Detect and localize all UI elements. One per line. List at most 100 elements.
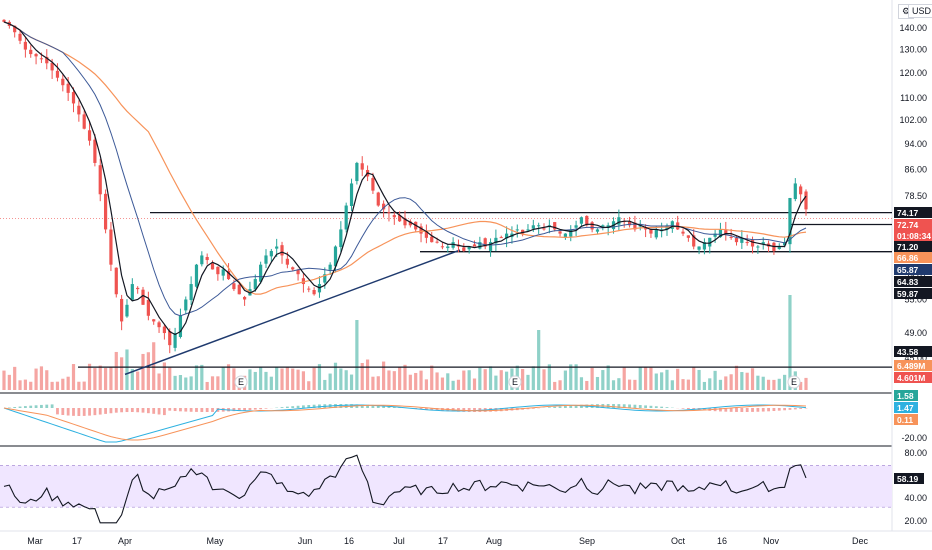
candle-body xyxy=(392,215,396,218)
macd-histogram-bar xyxy=(152,408,156,414)
macd-histogram-bar xyxy=(580,404,583,408)
candle-body xyxy=(168,331,172,346)
candle-body xyxy=(488,242,493,251)
volume-bar xyxy=(344,370,348,390)
macd-tag xyxy=(894,402,918,413)
volume-bar xyxy=(414,372,418,390)
macd-histogram-bar xyxy=(29,405,33,408)
price-tag xyxy=(894,360,932,371)
volume-bar xyxy=(638,366,642,390)
macd-histogram-bar xyxy=(104,408,107,414)
macd-histogram-bar xyxy=(371,405,375,408)
price-tick-label: 78.50 xyxy=(904,191,927,201)
candle-body xyxy=(403,218,407,226)
currency-button[interactable]: USD xyxy=(908,4,932,18)
volume-bar xyxy=(184,377,188,390)
candle-body xyxy=(756,246,760,248)
candle-body xyxy=(243,296,247,300)
macd-histogram-bar xyxy=(312,404,316,408)
macd-histogram-bar xyxy=(40,404,43,408)
candle-body xyxy=(296,269,300,275)
price-tag xyxy=(894,372,932,383)
volume-bar xyxy=(713,370,717,390)
volume-bar xyxy=(440,377,445,390)
candle-body xyxy=(173,333,177,348)
macd-histogram-bar xyxy=(424,408,428,410)
macd-histogram-bar xyxy=(494,408,498,412)
time-tick-label: Aug xyxy=(486,536,502,546)
macd-tag xyxy=(894,390,918,401)
earnings-marker xyxy=(787,375,801,389)
volume-bar xyxy=(269,376,273,390)
price-tag-label: 59.87 xyxy=(897,289,919,299)
candle-body xyxy=(542,228,546,230)
macd-histogram-bar xyxy=(558,406,562,408)
candle-body xyxy=(71,92,76,104)
candle-body xyxy=(478,242,482,249)
macd-histogram-bar xyxy=(211,408,214,412)
time-axis[interactable]: Mar 17 Apr May Jun 16 Jul 17 Aug Sep Oct 16 Nov Dec xyxy=(27,536,868,546)
candle-body xyxy=(440,246,445,248)
macd-histogram-bar xyxy=(547,407,551,408)
candle-body xyxy=(376,192,380,206)
time-tick-label: Nov xyxy=(763,536,780,546)
volume-bar xyxy=(398,366,402,390)
candle-body xyxy=(713,233,717,237)
volume-bar xyxy=(61,378,65,390)
macd-histogram-bar xyxy=(703,408,706,411)
macd-tick-label: -20.00 xyxy=(901,433,927,443)
macd-histogram-bar xyxy=(686,408,690,410)
volume-bar xyxy=(766,379,771,390)
macd-histogram-bar xyxy=(157,408,161,415)
rsi-pane xyxy=(0,454,892,524)
earnings-marker-label: E xyxy=(512,377,518,387)
volume-bar xyxy=(633,379,637,390)
price-axis[interactable]: 140.00 130.00 120.00 110.00 102.00 94.00 86.00… xyxy=(894,23,932,526)
volume-bar xyxy=(537,330,541,390)
volume-bar xyxy=(804,377,808,390)
candle-body xyxy=(563,233,567,238)
volume-bar xyxy=(585,380,589,390)
time-tick-label: 17 xyxy=(72,536,82,546)
volume-bar xyxy=(777,378,781,390)
volume-bar xyxy=(729,374,733,390)
candle-body xyxy=(23,41,27,50)
volume-bar xyxy=(681,379,685,390)
volume-bar xyxy=(649,367,653,390)
volume-bar xyxy=(708,378,712,390)
price-tag xyxy=(894,219,932,230)
volume-bar xyxy=(333,362,338,390)
price-tick-label: 110.00 xyxy=(900,93,927,103)
candle-body xyxy=(638,225,642,227)
volume-bar xyxy=(264,371,268,390)
candle-body xyxy=(617,217,621,225)
candle-body xyxy=(259,264,263,282)
volume-bar xyxy=(259,367,263,390)
volume-bar xyxy=(2,370,6,390)
time-tick-label: Mar xyxy=(27,536,43,546)
candle-body xyxy=(531,225,535,229)
macd-histogram-bar xyxy=(216,408,220,412)
candle-body xyxy=(804,191,808,210)
volume-bar xyxy=(130,368,134,390)
moving-averages xyxy=(3,21,807,336)
volume-bar xyxy=(392,371,396,390)
macd-histogram-bar xyxy=(772,408,776,412)
candle-body xyxy=(606,225,610,229)
candle-body xyxy=(189,284,193,301)
price-tag xyxy=(894,252,932,263)
candle-body xyxy=(734,238,739,243)
candle-body xyxy=(382,203,386,210)
candle-body xyxy=(253,279,257,290)
macd-histogram-bar xyxy=(526,408,530,410)
volume-bar xyxy=(77,381,81,390)
time-tick-label: 16 xyxy=(344,536,354,546)
macd-histogram-bar xyxy=(665,407,669,408)
candle-body xyxy=(670,221,674,229)
macd-tag-label: 0.11 xyxy=(897,415,913,425)
price-tag-label: 65.87 xyxy=(897,265,919,275)
rsi-tag-label: 58.19 xyxy=(897,474,919,484)
volume-bar xyxy=(194,365,199,390)
